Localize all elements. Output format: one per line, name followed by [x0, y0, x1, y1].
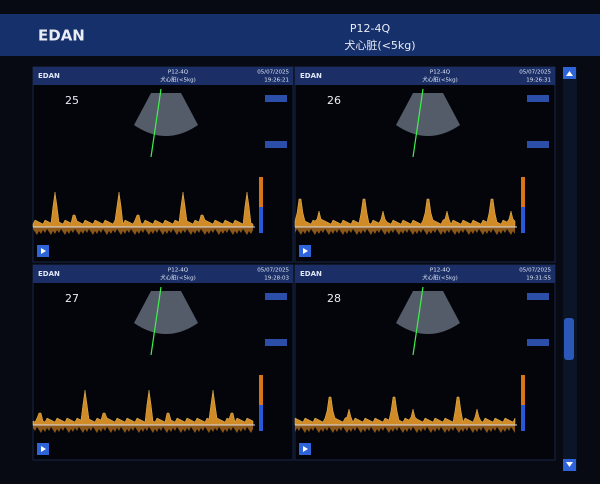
play-icon [303, 446, 308, 452]
color-bar-neg [259, 207, 263, 233]
doppler-spectrum-neg [33, 227, 253, 235]
panel-time: 19:26:31 [526, 78, 551, 84]
down-arrow [566, 462, 573, 467]
color-bar [521, 177, 525, 233]
panel-preset: 犬心脏(<5kg) [422, 274, 458, 282]
param-tab [527, 141, 549, 148]
frame-number: 25 [65, 94, 79, 107]
sector-image [134, 93, 198, 136]
doppler-spectrum-neg [295, 425, 515, 433]
panel-probe: P12-4Q [168, 268, 189, 274]
preset: 犬心脏(<5kg) [344, 38, 415, 52]
frame-number: 26 [327, 94, 341, 107]
color-bar-neg [521, 405, 525, 431]
panel-header [33, 265, 293, 283]
doppler-spectrum [294, 198, 516, 227]
panel-logo: EDAN [38, 72, 60, 80]
doppler-cursor [412, 88, 424, 158]
scrollbar[interactable] [563, 67, 577, 471]
panel-date: 05/07/2025 [519, 268, 551, 274]
panel-header [295, 67, 555, 85]
color-bar [259, 177, 263, 233]
doppler-spectrum-neg [295, 227, 515, 235]
panel-time: 19:28:03 [264, 276, 289, 282]
play-icon [41, 446, 46, 452]
color-bar-neg [259, 405, 263, 431]
panel-header [295, 265, 555, 283]
doppler-spectrum [294, 396, 516, 425]
top-bar [0, 14, 600, 56]
panel-probe: P12-4Q [168, 70, 189, 76]
panel-logo: EDAN [38, 270, 60, 278]
doppler-spectrum [32, 389, 254, 425]
sector-image [396, 93, 460, 136]
param-tab [265, 141, 287, 148]
play-icon [303, 248, 308, 254]
play-icon [41, 248, 46, 254]
panel-preset: 犬心脏(<5kg) [422, 76, 458, 84]
param-tab [527, 293, 549, 300]
panel-time: 19:31:55 [526, 276, 551, 282]
color-bar [259, 375, 263, 431]
panel-logo: EDAN [300, 72, 322, 80]
panel-preset: 犬心脏(<5kg) [160, 274, 196, 282]
scroll-thumb[interactable] [564, 318, 574, 360]
param-tab [265, 95, 287, 102]
color-bar [521, 375, 525, 431]
panels: EDAN P12-4Q犬心脏(<5kg)05/07/202519:26:2125E… [32, 66, 556, 461]
frame-number: 28 [327, 292, 341, 305]
param-tab [265, 293, 287, 300]
sector-image [134, 291, 198, 334]
panel-date: 05/07/2025 [519, 70, 551, 76]
panel-date: 05/07/2025 [257, 268, 289, 274]
doppler-cursor [150, 88, 162, 158]
panel-time: 19:26:21 [264, 78, 289, 84]
param-tab [527, 339, 549, 346]
frame-number: 27 [65, 292, 79, 305]
up-arrow [566, 71, 573, 76]
doppler-cursor [150, 286, 162, 356]
panel-probe: P12-4Q [430, 268, 451, 274]
panel-probe: P12-4Q [430, 70, 451, 76]
doppler-spectrum-neg [33, 425, 253, 433]
doppler-spectrum [32, 191, 254, 227]
doppler-cursor [412, 286, 424, 356]
logo: EDAN [38, 27, 85, 45]
panel-logo: EDAN [300, 270, 322, 278]
param-tab [527, 95, 549, 102]
color-bar-neg [521, 207, 525, 233]
param-tab [265, 339, 287, 346]
panel-header [33, 67, 293, 85]
panel-date: 05/07/2025 [257, 70, 289, 76]
panel-preset: 犬心脏(<5kg) [160, 76, 196, 84]
probe: P12-4Q [350, 22, 391, 35]
sector-image [396, 291, 460, 334]
